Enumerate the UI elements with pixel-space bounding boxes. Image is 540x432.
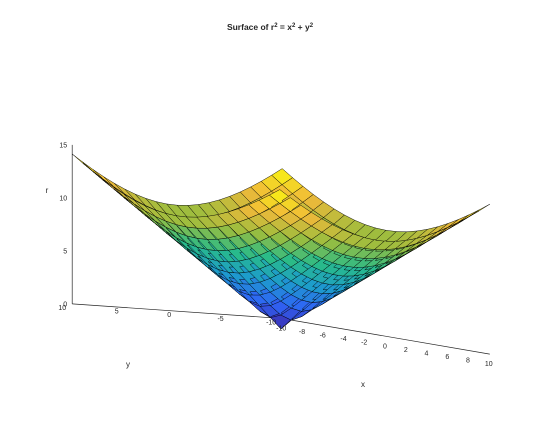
surface-patch [468,203,491,217]
x-tick-label: 10 [485,361,493,368]
z-tick-label: 15 [59,142,67,149]
z-axis-label: r [46,186,49,195]
x-axis-label: x [361,380,365,389]
surface-mesh [71,153,491,330]
y-tick-label: 10 [58,305,66,312]
y-tick-label: 5 [115,309,119,316]
z-tick-label: 10 [59,195,67,202]
surface-patch [103,176,125,195]
x-axis-line [282,318,490,355]
y-tick-label: -5 [217,316,223,323]
x-tick-label: -6 [320,333,326,340]
z-tick-label: 0 [63,301,67,308]
surface-patch [92,169,115,188]
y-tick-label: 0 [167,312,171,319]
z-tick-label: 5 [63,248,67,255]
surface-patch [437,219,459,232]
x-tick-label: 6 [445,354,449,361]
x-tick-label: 2 [404,347,408,354]
chart-title: Surface of r2 = x2 + y2 [227,22,314,32]
x-tick-label: 8 [466,358,470,365]
y-axis-label: y [126,360,130,369]
tick-labels: 0 5 10 15 -10 -8 -6 -4 -2 0 2 4 6 8 10 -10 -5 0 5 10 [58,142,492,368]
axes-box [71,144,490,355]
y-axis-line [72,303,283,319]
surface-patch [447,214,470,228]
x-tick-label: 0 [383,343,387,350]
x-tick-label: -10 [276,326,286,333]
x-tick-label: -2 [361,340,367,347]
x-tick-label: -4 [340,336,346,343]
x-tick-label: 4 [425,350,429,357]
y-tick-label: -10 [266,320,276,327]
x-tick-label: -8 [299,329,305,336]
